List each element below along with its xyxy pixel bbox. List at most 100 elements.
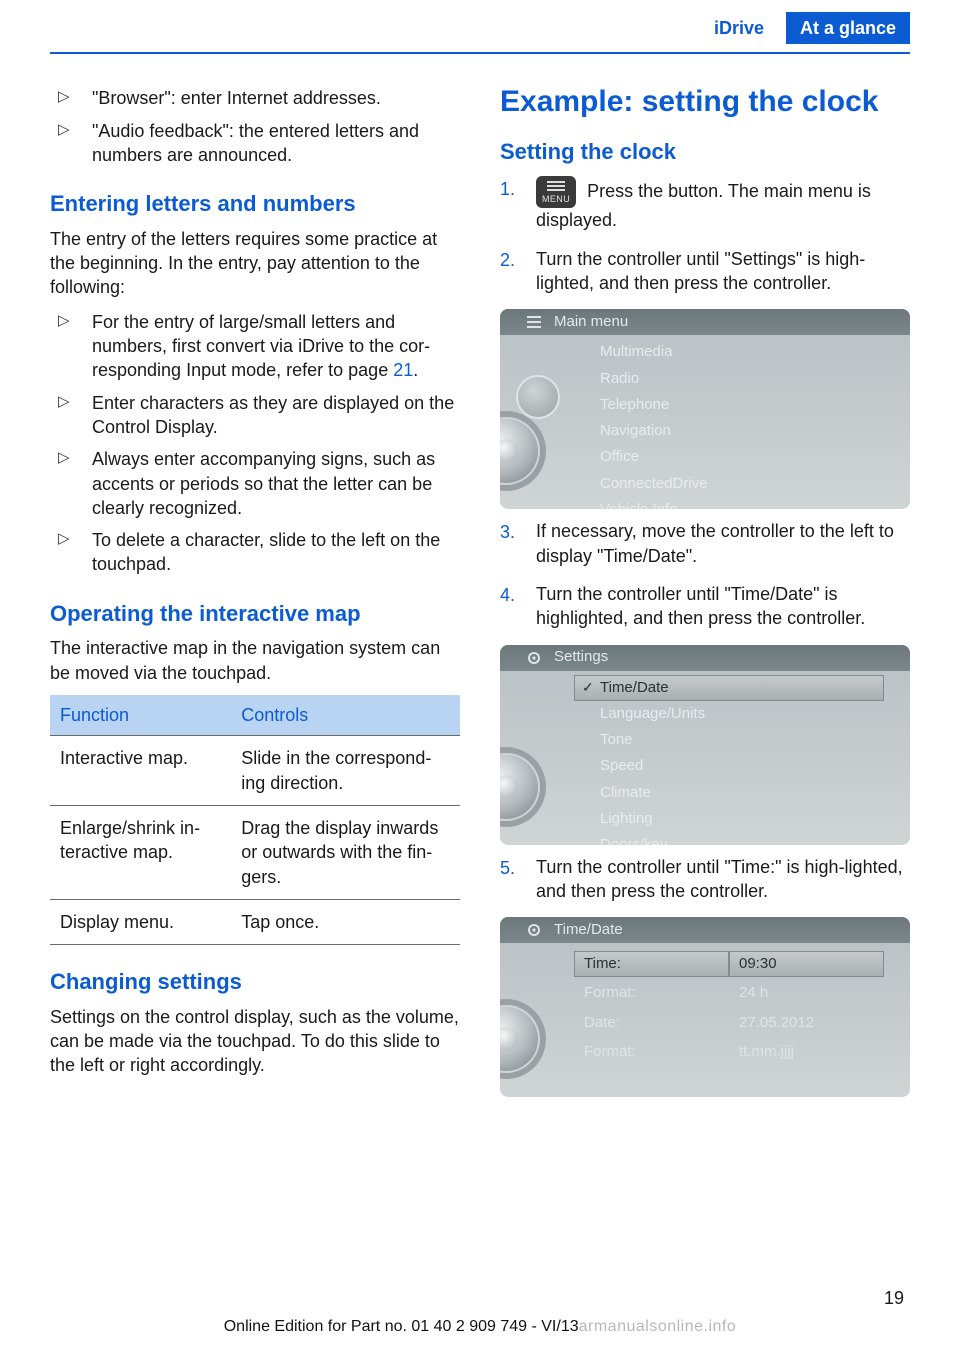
step-text: If necessary, move the controller to the… [536,521,894,565]
list-item: For the entry of large/small letters and… [50,310,460,383]
grid-value-selected: 09:30 [729,951,884,977]
bullet-text: "Audio feedback": the entered letters an… [92,121,419,165]
screenshot-time-date: Time/Date Time: 09:30 Format: 24 h Date:… [500,917,910,1097]
menu-item: Doors/key [574,832,884,845]
table-cell: Enlarge/shrink in‐teractive map. [50,805,231,899]
step-item: 1. MENU Press the button. The main menu … [500,176,910,232]
list-item: To delete a character, slide to the left… [50,528,460,577]
menu-item-selected: Time/Date [574,675,884,701]
idrive-knob-icon [500,753,540,821]
gear-icon [526,922,542,938]
panel-grid: Time: 09:30 Format: 24 h Date: 27.05.201… [574,951,884,1065]
step-item: 2. Turn the controller until "Settings" … [500,247,910,296]
step-number: 2. [500,248,515,272]
header-chapter: At a glance [786,12,910,44]
heading-setting-clock: Setting the clock [500,137,910,167]
steps-list: 3. If necessary, move the controller to … [500,519,910,630]
heading-entering-letters: Entering letters and numbers [50,189,460,219]
step-item: 4. Turn the controller until "Time/Date"… [500,582,910,631]
content-columns: "Browser": enter Internet addresses. "Au… [0,78,960,1103]
letters-bullets: For the entry of large/small letters and… [50,310,460,577]
page-header: iDrive At a glance [0,0,960,52]
list-item: "Browser": enter Internet addresses. [50,86,460,110]
heading-changing-settings: Changing settings [50,967,460,997]
menu-item: Lighting [574,806,884,832]
page-number: 19 [884,1286,904,1310]
idrive-knob-icon [500,1005,540,1073]
footer-line: Online Edition for Part no. 01 40 2 909 … [0,1316,960,1338]
grid-label-selected: Time: [574,951,729,977]
grid-value: tt.mm.jjjj [729,1039,884,1065]
menu-item: Language/Units [574,701,884,727]
table-head-controls: Controls [231,695,460,736]
table-cell: Tap once. [231,899,460,944]
step-number: 4. [500,583,515,607]
menu-item: Radio [574,366,884,392]
step-number: 3. [500,520,515,544]
panel-title: Main menu [554,312,628,332]
bullet-text: "Browser": enter Internet addresses. [92,88,381,108]
table-cell: Interactive map. [50,736,231,806]
footer-watermark: armanualsonline.info [579,1318,737,1335]
screenshot-settings: Settings Time/Date Language/Units Tone S… [500,645,910,845]
right-column: Example: setting the clock Setting the c… [500,78,910,1103]
grid-value: 27.05.2012 [729,1010,884,1036]
table-row: Interactive map. Slide in the correspond… [50,736,460,806]
menu-item: Climate [574,780,884,806]
idrive-knob-icon [500,417,540,485]
bullet-text: To delete a character, slide to the left… [92,530,440,574]
grid-value: 24 h [729,980,884,1006]
menu-item: Navigation [574,418,884,444]
menu-item: Telephone [574,392,884,418]
panel-header: Main menu [500,309,910,335]
panel-menu-list: Multimedia Radio Telephone Navigation Of… [574,339,884,499]
function-controls-table: Function Controls Interactive map. Slide… [50,695,460,945]
heading-interactive-map: Operating the interactive map [50,599,460,629]
list-item: "Audio feedback": the entered letters an… [50,119,460,168]
menu-button-label: MENU [542,195,570,204]
footer-edition: Online Edition for Part no. 01 40 2 909 … [224,1318,579,1335]
panel-title: Settings [554,647,608,667]
step-text: Turn the controller until "Time:" is hig… [536,857,903,901]
controller-icon [516,375,560,419]
step-text: Press the button. The main menu is displ… [536,181,871,230]
panel-header: Settings [500,645,910,671]
left-column: "Browser": enter Internet addresses. "Au… [50,78,460,1103]
step-number: 5. [500,856,515,880]
step-item: 5. Turn the controller until "Time:" is … [500,855,910,904]
paragraph: The interactive map in the navigation sy… [50,636,460,685]
gear-icon [526,650,542,666]
step-text: Turn the controller until "Settings" is … [536,249,865,293]
menu-item: Tone [574,727,884,753]
bullet-text: Enter characters as they are displayed o… [92,393,454,437]
step-number: 1. [500,177,515,201]
intro-bullets: "Browser": enter Internet addresses. "Au… [50,86,460,167]
list-icon [526,314,542,330]
page-reference[interactable]: 21 [393,360,413,380]
screenshot-main-menu: Main menu Multimedia Radio Telephone Nav… [500,309,910,509]
heading-example: Example: setting the clock [500,82,910,123]
table-row: Enlarge/shrink in‐teractive map. Drag th… [50,805,460,899]
table-head-function: Function [50,695,231,736]
panel-header: Time/Date [500,917,910,943]
table-cell: Drag the display inwards or outwards wit… [231,805,460,899]
step-text: Turn the controller until "Time/Date" is… [536,584,865,628]
panel-menu-list: Time/Date Language/Units Tone Speed Clim… [574,675,884,835]
grid-label: Format: [574,980,729,1006]
bullet-text: For the entry of large/small letters and… [92,312,430,381]
bullet-text: Always enter accompanying signs, such as… [92,449,435,518]
grid-label: Format: [574,1039,729,1065]
menu-item: Office [574,444,884,470]
menu-button-icon: MENU [536,176,576,208]
steps-list: 1. MENU Press the button. The main menu … [500,176,910,295]
menu-item: Multimedia [574,339,884,365]
menu-item: ConnectedDrive [574,471,884,497]
list-item: Always enter accompanying signs, such as… [50,447,460,520]
table-cell: Slide in the correspond‐ing direction. [231,736,460,806]
paragraph: The entry of the letters requires some p… [50,227,460,300]
panel-title: Time/Date [554,920,623,940]
step-item: 3. If necessary, move the controller to … [500,519,910,568]
header-section: iDrive [714,16,764,40]
paragraph: Settings on the control display, such as… [50,1005,460,1078]
bullet-text-tail: . [413,360,418,380]
